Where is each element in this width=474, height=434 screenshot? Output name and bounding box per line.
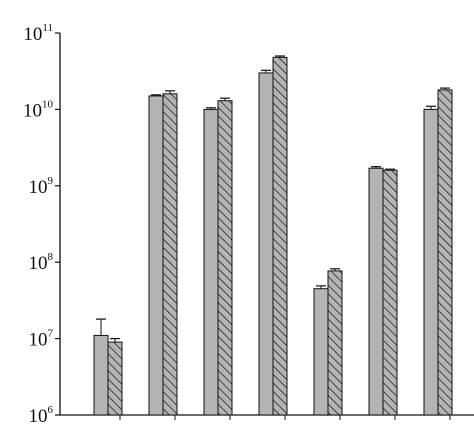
bar-solid <box>423 108 439 416</box>
y-tick-exponent: 11 <box>42 22 53 34</box>
y-tick-base: 10 <box>29 177 48 198</box>
bar-hatched <box>437 89 453 416</box>
bar-solid <box>93 334 109 416</box>
bar-solid <box>368 167 384 416</box>
y-tick-base: 10 <box>23 24 42 45</box>
y-tick-label: 106 <box>29 404 54 427</box>
bar-hatched <box>217 100 233 416</box>
y-tick-label: 108 <box>29 251 54 274</box>
bar-solid <box>258 72 274 416</box>
y-tick-exponent: 8 <box>48 251 54 263</box>
y-tick-base: 10 <box>29 253 48 274</box>
bar-solid <box>313 288 329 416</box>
bar-hatched <box>107 341 123 416</box>
y-tick-base: 10 <box>23 100 42 121</box>
x-axis-ticks <box>119 415 451 420</box>
y-tick-exponent: 6 <box>48 404 54 416</box>
y-tick-label: 1010 <box>23 98 54 121</box>
y-tick-label: 107 <box>29 328 54 351</box>
y-tick-exponent: 9 <box>48 175 54 187</box>
error-bars <box>96 55 450 343</box>
y-tick-base: 10 <box>29 330 48 351</box>
bar-hatched <box>272 56 288 416</box>
y-tick-exponent: 7 <box>48 328 54 340</box>
bars <box>93 56 453 416</box>
y-tick-label: 1011 <box>23 22 53 45</box>
y-tick-base: 10 <box>29 406 48 427</box>
bar-solid <box>148 95 164 416</box>
y-tick-label: 109 <box>29 175 54 198</box>
bar-hatched <box>382 169 398 416</box>
bar-solid <box>203 108 219 416</box>
bar-hatched <box>162 93 178 416</box>
bar-hatched <box>327 270 343 416</box>
y-tick-exponent: 10 <box>42 98 54 110</box>
